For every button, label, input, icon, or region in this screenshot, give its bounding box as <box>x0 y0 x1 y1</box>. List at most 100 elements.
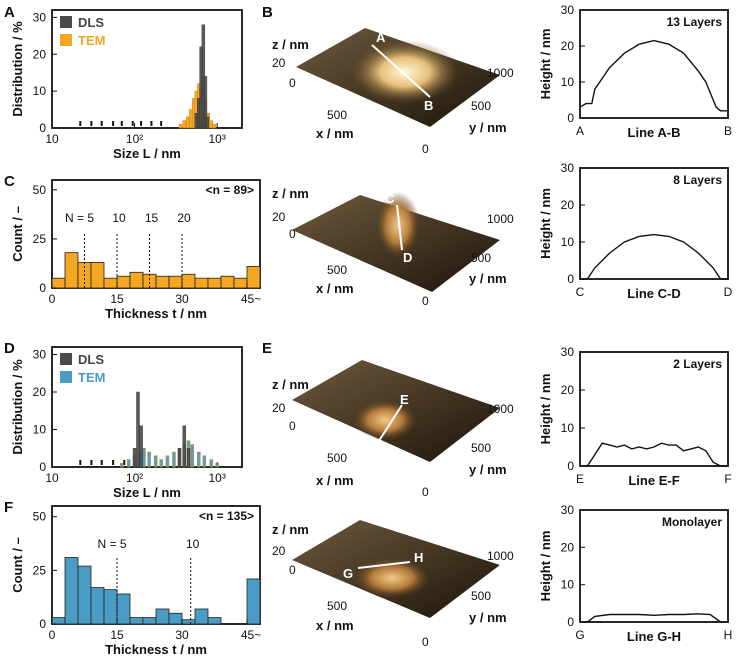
y-tick-label: 50 <box>33 510 47 524</box>
profile-end-label: B <box>724 124 732 138</box>
legend-label: DLS <box>78 352 104 367</box>
layer-count-label: Monolayer <box>662 515 722 529</box>
y-tick-label: 0 <box>567 111 574 125</box>
x-axis-label: Line G-H <box>627 629 681 644</box>
x-tick-label: 15 <box>110 292 124 306</box>
histogram-bar <box>246 265 261 289</box>
afm-y-zero: 0 <box>422 485 429 499</box>
afm-x-tick: 500 <box>327 451 347 465</box>
bar-tem <box>202 455 207 468</box>
bar-tem <box>189 109 193 129</box>
y-axis-label: Height / nm <box>538 29 553 100</box>
afm-y-axis-label: y / nm <box>469 271 507 286</box>
x-tick-label: 0 <box>49 292 56 306</box>
legend-swatch <box>60 371 72 383</box>
afm-x-tick: 500 <box>327 599 347 613</box>
profile-end-label: D <box>724 285 733 299</box>
bar-tem <box>172 451 176 468</box>
y-axis-label: Height / nm <box>538 531 553 602</box>
afm-y-zero: 0 <box>422 294 429 308</box>
afm-y-tick-top: 1000 <box>487 549 514 563</box>
sample-count: <n = 135> <box>199 509 254 523</box>
histogram-bar <box>129 617 144 625</box>
bar-tem <box>142 448 146 468</box>
histogram-bar <box>103 277 118 289</box>
y-tick-label: 30 <box>33 10 47 24</box>
layer-count-label: 13 Layers <box>667 15 723 29</box>
plot-frame <box>51 9 243 129</box>
afm-y-tick-top: 1000 <box>487 66 514 80</box>
bar-tem <box>212 124 216 129</box>
afm-y-axis-label: y / nm <box>469 120 507 135</box>
y-axis-label: Count / – <box>10 537 25 593</box>
x-tick-label: 10² <box>126 132 143 146</box>
afm-y-zero: 0 <box>422 635 429 649</box>
afm-z-zero: 0 <box>289 227 296 241</box>
height-profile-line <box>580 233 728 280</box>
legend-swatch <box>60 34 72 46</box>
afm-image-c-d: C D z / nm 20 0 500 x / nm 1000 500 y / … <box>272 186 514 308</box>
y-axis-label: Height / nm <box>538 188 553 259</box>
x-tick-label: 10 <box>45 471 59 485</box>
layer-marker-label: N = 5 <box>97 537 126 551</box>
panel-label-d: D <box>4 340 15 357</box>
x-tick-label: 30 <box>175 628 189 642</box>
layer-count-label: 2 Layers <box>673 357 722 371</box>
histogram-bar <box>129 271 144 289</box>
x-tick-label: 15 <box>110 628 124 642</box>
afm-y-axis-label: y / nm <box>469 610 507 625</box>
y-tick-label: 20 <box>33 385 47 399</box>
y-tick-label: 0 <box>39 617 46 631</box>
y-tick-label: 0 <box>39 121 46 135</box>
x-tick-label: 0 <box>49 628 56 642</box>
bar-dls <box>182 425 187 468</box>
profile-start-label: G <box>575 628 584 642</box>
height-profile-chart-gh: 0 10 20 30 Monolayer G H Line G-H Height / nm <box>538 503 732 644</box>
histogram-bar <box>103 589 118 625</box>
profile-start-label: E <box>576 472 584 486</box>
height-profile-line <box>579 39 728 112</box>
bar-tem <box>197 451 201 468</box>
y-tick-label: 25 <box>33 563 47 577</box>
histogram-bar <box>90 587 105 625</box>
y-tick-label: 20 <box>561 383 575 397</box>
y-tick-label: 0 <box>39 281 46 295</box>
y-tick-label: 0 <box>567 272 574 286</box>
bar-tem <box>185 116 190 129</box>
x-axis-label: Line C-D <box>627 286 680 301</box>
afm-line-start-label: G <box>343 566 353 581</box>
legend-label: DLS <box>78 15 104 30</box>
histogram-bar <box>168 275 183 289</box>
y-tick-label: 30 <box>561 503 575 517</box>
afm-flake <box>353 400 417 440</box>
y-tick-label: 10 <box>33 84 47 98</box>
histogram-bar <box>207 617 222 625</box>
y-tick-label: 10 <box>561 421 575 435</box>
height-profile-line <box>580 442 728 467</box>
plot-frame <box>579 167 729 280</box>
y-tick-label: 30 <box>561 161 575 175</box>
afm-x-axis-label: x / nm <box>316 281 354 296</box>
layer-marker-label: 10 <box>112 211 126 225</box>
afm-line-cd <box>396 204 403 251</box>
histogram-bar <box>155 275 170 289</box>
x-tick-label: 10² <box>126 471 143 485</box>
bar-dls <box>205 116 210 129</box>
x-tick-label: 10³ <box>208 132 225 146</box>
bar-dls <box>203 76 208 129</box>
layer-marker-label: 20 <box>177 211 191 225</box>
profile-end-label: F <box>724 472 731 486</box>
bar-tem <box>178 124 183 129</box>
afm-z-zero: 0 <box>289 563 296 577</box>
histogram-bar <box>168 612 183 625</box>
histogram-bar <box>142 617 157 625</box>
afm-z-axis-label: z / nm <box>272 186 309 201</box>
layer-count-label: 8 Layers <box>673 173 722 187</box>
afm-line-end-label: H <box>414 550 423 565</box>
afm-image-g-h: G H z / nm 20 0 500 x / nm 1000 500 y / … <box>272 520 514 649</box>
panel-label-b: B <box>262 4 273 21</box>
y-tick-label: 30 <box>33 348 47 362</box>
height-profile-line <box>580 613 728 623</box>
afm-z-axis-label: z / nm <box>272 522 309 537</box>
